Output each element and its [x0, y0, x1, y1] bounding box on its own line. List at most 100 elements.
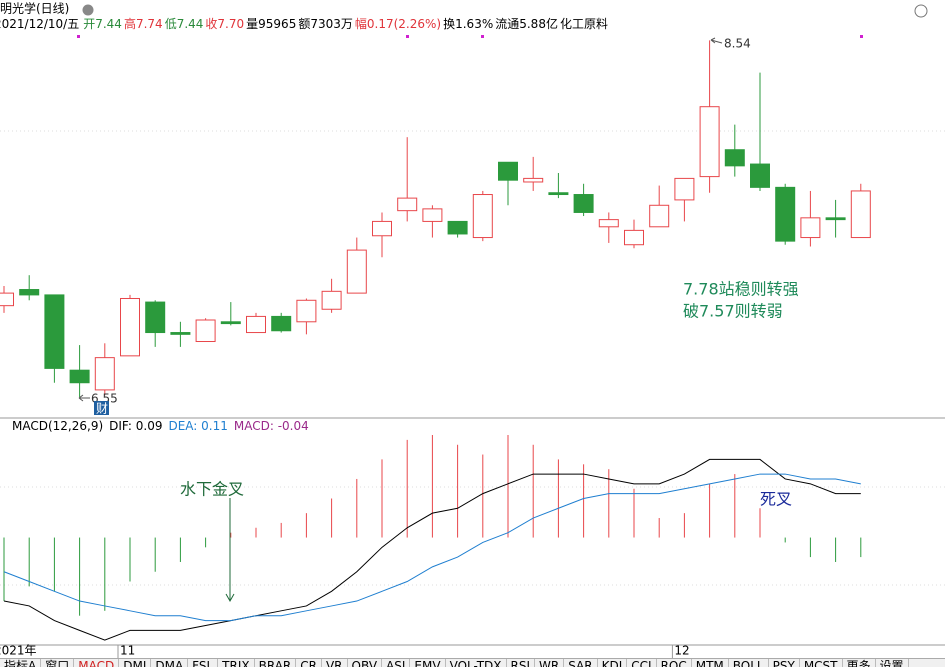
date: 2021/12/10/五 — [0, 17, 79, 31]
info-field: 额7303万 — [298, 17, 353, 31]
candle-body — [649, 204, 670, 228]
macd-title: MACD(12,26,9) — [12, 419, 103, 433]
candle-body — [120, 297, 140, 357]
tab[interactable]: CR — [296, 659, 322, 667]
candle-body — [296, 299, 317, 323]
candle-body — [750, 163, 770, 188]
candle-body — [825, 217, 846, 221]
candle-body — [422, 208, 443, 222]
tab-bar: 指标A 窗口 MACD DMI DMA FSL TRIX BRAR CR VR OBV ASI EMV V… — [0, 658, 945, 667]
macd-label: MACD: -0.04 — [234, 419, 309, 433]
candle-body — [69, 369, 90, 384]
macd-line — [3, 458, 861, 641]
arrow — [78, 394, 90, 402]
info-field: 低7.44 — [165, 17, 204, 31]
tab[interactable]: 更多 — [843, 659, 876, 667]
x-tick-label: 2021年 — [0, 644, 37, 658]
tab[interactable]: TRIX — [218, 659, 255, 667]
candle-body — [271, 315, 292, 332]
candle-body — [94, 357, 115, 391]
arrow — [225, 498, 235, 603]
x-tick-label: 12 — [674, 644, 689, 658]
candle-body — [346, 249, 367, 294]
info-field: 开7.44 — [83, 17, 122, 31]
tab[interactable]: EMV — [410, 659, 446, 667]
tab[interactable]: MCST — [800, 659, 843, 667]
tab[interactable]: PSY — [769, 659, 800, 667]
candle-body — [674, 177, 695, 201]
info-field: 收7.70 — [205, 17, 244, 31]
candle-body — [19, 289, 40, 296]
candle-body — [775, 186, 796, 242]
tab[interactable]: SAR — [564, 659, 598, 667]
candle-body — [724, 149, 745, 167]
candle-body — [699, 106, 720, 178]
tab[interactable]: CCI — [627, 659, 657, 667]
high-label: 8.54 — [724, 37, 751, 51]
dea-label: DEA: 0.11 — [168, 419, 227, 433]
tab[interactable]: VOL-TDX — [446, 659, 507, 667]
tab[interactable]: MACD — [74, 659, 120, 667]
tab[interactable]: BRAR — [255, 659, 297, 667]
candle-body — [624, 229, 644, 246]
macd-header: MACD(12,26,9) DIF: 0.09 DEA: 0.11 MACD: -0.… — [12, 419, 309, 433]
finance-icon-bg[interactable] — [94, 401, 109, 415]
macd-line — [3, 473, 861, 622]
candle-body — [573, 194, 594, 213]
candle-body — [397, 197, 418, 212]
note: 水下金叉 — [180, 480, 244, 499]
candle-body — [598, 219, 619, 228]
candle-body — [472, 194, 493, 239]
note: 死叉 — [760, 490, 792, 509]
info-field: 流通5.88亿 — [495, 16, 558, 31]
info-field: 幅0.17(2.26%) — [355, 16, 441, 31]
candle-body — [145, 301, 166, 334]
menu-icon[interactable] — [82, 4, 94, 16]
dif-label: DIF: 0.09 — [109, 419, 162, 433]
x-tick-label: 11 — [120, 644, 135, 658]
info-field: 高7.74 — [124, 16, 163, 31]
tab[interactable]: MTM — [692, 659, 729, 667]
tab[interactable]: ROC — [657, 659, 692, 667]
candle-body — [447, 220, 468, 235]
candle-body — [498, 161, 518, 181]
candle-body — [0, 292, 14, 307]
tab[interactable]: RSI — [507, 659, 536, 667]
tab[interactable]: DMI — [119, 659, 152, 667]
candle-body — [548, 192, 569, 196]
tab[interactable]: 窗口 — [41, 659, 75, 667]
tab[interactable]: KDJ — [598, 659, 628, 667]
tab[interactable]: 指标A — [0, 659, 42, 667]
note: 7.78站稳则转强 — [683, 280, 799, 299]
markers — [77, 35, 863, 38]
info-line: 2021/12/10/五 开7.44 高7.74 低7.44 收7.70 量95965 额7… — [0, 16, 608, 31]
candle-body — [850, 190, 871, 239]
candle-body — [195, 319, 216, 343]
tab[interactable]: BOLL — [729, 659, 769, 667]
candle-body — [523, 177, 544, 183]
note: 破7.57则转弱 — [683, 302, 783, 321]
info-field: 换1.63% — [443, 17, 493, 31]
candle-body — [170, 332, 191, 335]
tab[interactable]: ASI — [382, 659, 411, 667]
settings-icon[interactable] — [914, 4, 928, 18]
candle-body — [800, 217, 821, 239]
tab[interactable]: DMA — [151, 659, 189, 667]
finance-icon[interactable]: 财 — [96, 402, 108, 416]
info-field: 化工原料 — [560, 17, 608, 31]
tab[interactable]: 设置 — [876, 659, 909, 667]
candle-body — [372, 220, 392, 237]
arrow — [710, 37, 723, 44]
candle-body — [44, 294, 65, 369]
candle-body — [220, 321, 241, 325]
info-field: 量95965 — [246, 17, 296, 31]
tab[interactable]: VR — [322, 659, 348, 667]
candle-body — [246, 315, 266, 334]
tab[interactable]: FSL — [188, 659, 219, 667]
candle-body — [321, 290, 342, 310]
tab[interactable]: WR — [535, 659, 565, 667]
tab[interactable]: OBV — [348, 659, 383, 667]
stock-title: 道明光学(日线) — [0, 1, 69, 16]
